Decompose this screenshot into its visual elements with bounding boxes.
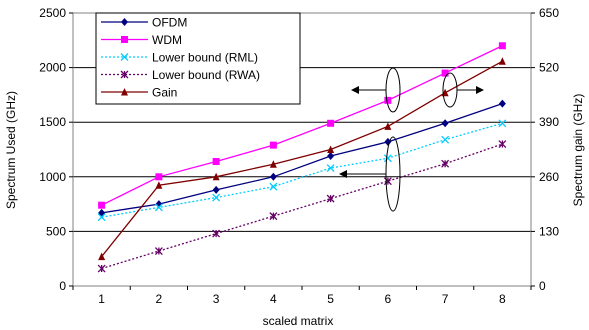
right-tick-label: 260	[539, 170, 559, 184]
data-point-lower-bound-rml	[154, 203, 163, 212]
data-point-lower-bound-rml	[269, 182, 278, 191]
data-point-lower-bound-rml	[326, 164, 335, 173]
legend-marker-ofdm	[121, 18, 128, 26]
legend: OFDM WDM Lower bound (RML) Lower bound (RWA…	[95, 12, 301, 105]
data-point-lower-bound-rml	[97, 213, 106, 222]
legend-box	[95, 12, 301, 105]
data-point-ofdm	[384, 137, 392, 146]
data-point-lower-bound-rwa	[154, 247, 163, 256]
legend-marker-wdm	[121, 36, 128, 43]
legend-marker-lower-bound-rml	[120, 53, 129, 61]
left-tick-label: 2000	[39, 61, 66, 75]
data-point-wdm	[498, 42, 506, 50]
x-tick-label: 7	[442, 292, 449, 306]
series-wdm	[98, 42, 506, 209]
annotation-arrowhead-ofdm	[339, 170, 347, 178]
series-line-wdm	[101, 45, 503, 206]
legend-marker-gain	[121, 88, 128, 96]
data-point-wdm	[327, 119, 335, 127]
data-point-wdm	[384, 96, 392, 104]
data-point-ofdm	[327, 152, 335, 161]
data-point-lower-bound-rwa	[97, 264, 106, 273]
data-point-gain	[327, 145, 335, 153]
annotation-arrowhead-wdm	[351, 86, 359, 94]
data-point-wdm	[441, 69, 449, 77]
annotation-ellipse-wdm	[385, 67, 401, 113]
series-gain	[98, 57, 506, 261]
x-tick-label: 1	[98, 292, 105, 306]
annotation-arrowhead-gain	[476, 86, 484, 94]
data-point-ofdm	[212, 185, 220, 194]
x-tick-label: 5	[327, 292, 334, 306]
x-axis-label: scaled matrix	[263, 314, 334, 328]
data-point-gain	[98, 252, 106, 261]
legend-item-ofdm: OFDM	[101, 16, 187, 30]
x-tick-label: 6	[385, 292, 392, 306]
series-line-lower-bound-rml	[101, 122, 503, 218]
series-group	[97, 42, 507, 273]
right-tick-label: 650	[539, 6, 559, 20]
data-point-wdm	[269, 141, 277, 149]
series-lower-bound-rwa	[97, 140, 507, 273]
left-tick-label: 1000	[39, 170, 66, 184]
legend-label-ofdm: OFDM	[152, 16, 187, 30]
legend-label-wdm: WDM	[152, 33, 182, 47]
data-point-gain	[498, 57, 506, 65]
right-tick-label: 390	[539, 115, 559, 129]
x-tick-label: 3	[213, 292, 220, 306]
series-lower-bound-rml	[97, 119, 507, 222]
data-point-lower-bound-rwa	[269, 212, 278, 221]
legend-item-gain: Gain	[101, 86, 177, 100]
data-point-gain	[155, 181, 163, 189]
data-point-lower-bound-rwa	[326, 194, 335, 203]
data-point-lower-bound-rml	[498, 119, 507, 128]
series-line-lower-bound-rwa	[101, 143, 503, 270]
data-point-wdm	[98, 201, 106, 209]
left-tick-label: 1500	[39, 115, 66, 129]
data-point-gain	[384, 122, 392, 130]
data-point-lower-bound-rwa	[212, 229, 221, 238]
data-point-ofdm	[498, 99, 506, 108]
legend-item-wdm: WDM	[101, 33, 182, 47]
legend-label-lower-bound-rml: Lower bound (RML)	[152, 51, 258, 65]
data-point-lower-bound-rwa	[383, 177, 392, 186]
data-point-lower-bound-rml	[383, 154, 392, 163]
right-tick-label: 520	[539, 61, 559, 75]
legend-item-lower-bound-rwa: Lower bound (RWA)	[101, 68, 260, 82]
series-line-ofdm	[101, 103, 503, 214]
y-axis-label-right: Spectrum gain (GHz)	[571, 94, 585, 207]
series-ofdm	[98, 99, 506, 217]
x-axis-ticks: 1 2 3 4 5 6 7 8	[72, 286, 532, 306]
left-axis-ticks: 0 500 1000 1500 2000 2500	[39, 6, 73, 293]
data-point-wdm	[155, 173, 163, 181]
data-point-lower-bound-rwa	[441, 159, 450, 168]
data-point-lower-bound-rml	[212, 193, 221, 202]
left-tick-label: 2500	[39, 6, 66, 20]
x-tick-label: 2	[156, 292, 163, 306]
annotations	[339, 67, 484, 212]
y-axis-label-left: Spectrum Used (GHz)	[4, 91, 18, 209]
right-tick-label: 130	[539, 224, 559, 238]
x-tick-label: 4	[270, 292, 277, 306]
left-tick-label: 0	[59, 279, 66, 293]
legend-item-lower-bound-rml: Lower bound (RML)	[101, 51, 258, 65]
data-point-wdm	[212, 158, 220, 166]
data-point-gain	[212, 172, 220, 181]
right-tick-label: 0	[539, 279, 546, 293]
data-point-ofdm	[441, 119, 449, 128]
data-point-lower-bound-rwa	[498, 140, 507, 148]
series-line-gain	[101, 60, 503, 258]
x-tick-label: 8	[499, 292, 506, 306]
legend-label-lower-bound-rwa: Lower bound (RWA)	[152, 68, 260, 82]
legend-label-gain: Gain	[152, 86, 177, 100]
data-point-gain	[269, 160, 277, 168]
right-axis-ticks: 0 130 260 390 520 650	[531, 6, 559, 293]
data-point-ofdm	[269, 172, 277, 181]
legend-marker-lower-bound-rwa	[120, 70, 129, 79]
annotation-ellipse-ofdm	[385, 136, 401, 212]
data-point-lower-bound-rml	[441, 135, 450, 144]
left-tick-label: 500	[46, 224, 66, 238]
